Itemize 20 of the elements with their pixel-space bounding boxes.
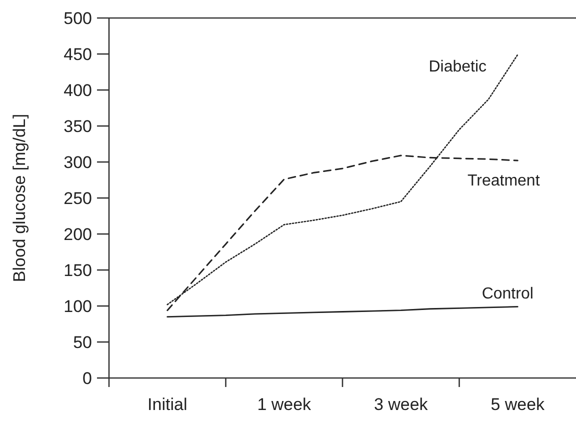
y-tick-label: 150 xyxy=(64,260,92,280)
y-tick-label: 450 xyxy=(64,44,92,64)
series-label: Diabetic xyxy=(428,58,487,76)
x-tick-label: 3 week xyxy=(374,395,428,414)
y-tick-label: 50 xyxy=(73,332,92,352)
x-tick-label: Initial xyxy=(148,395,188,414)
y-tick-label: 0 xyxy=(82,368,92,388)
x-tick-label: 5 week xyxy=(490,395,546,414)
y-tick-label: 500 xyxy=(64,8,92,28)
y-axis-title: Blood glucose [mg/dL] xyxy=(10,114,29,282)
series-label: Control xyxy=(482,286,534,303)
y-tick-label: 100 xyxy=(64,296,92,316)
y-tick-label: 400 xyxy=(64,80,92,100)
y-tick-label: 350 xyxy=(64,116,92,136)
line-series xyxy=(166,306,518,318)
x-tick-label: 1 week xyxy=(257,395,312,414)
series-label: Treatment xyxy=(467,172,540,190)
y-tick-label: 200 xyxy=(64,224,92,244)
y-tick-label: 300 xyxy=(64,152,92,172)
y-tick-label: 250 xyxy=(64,188,92,208)
